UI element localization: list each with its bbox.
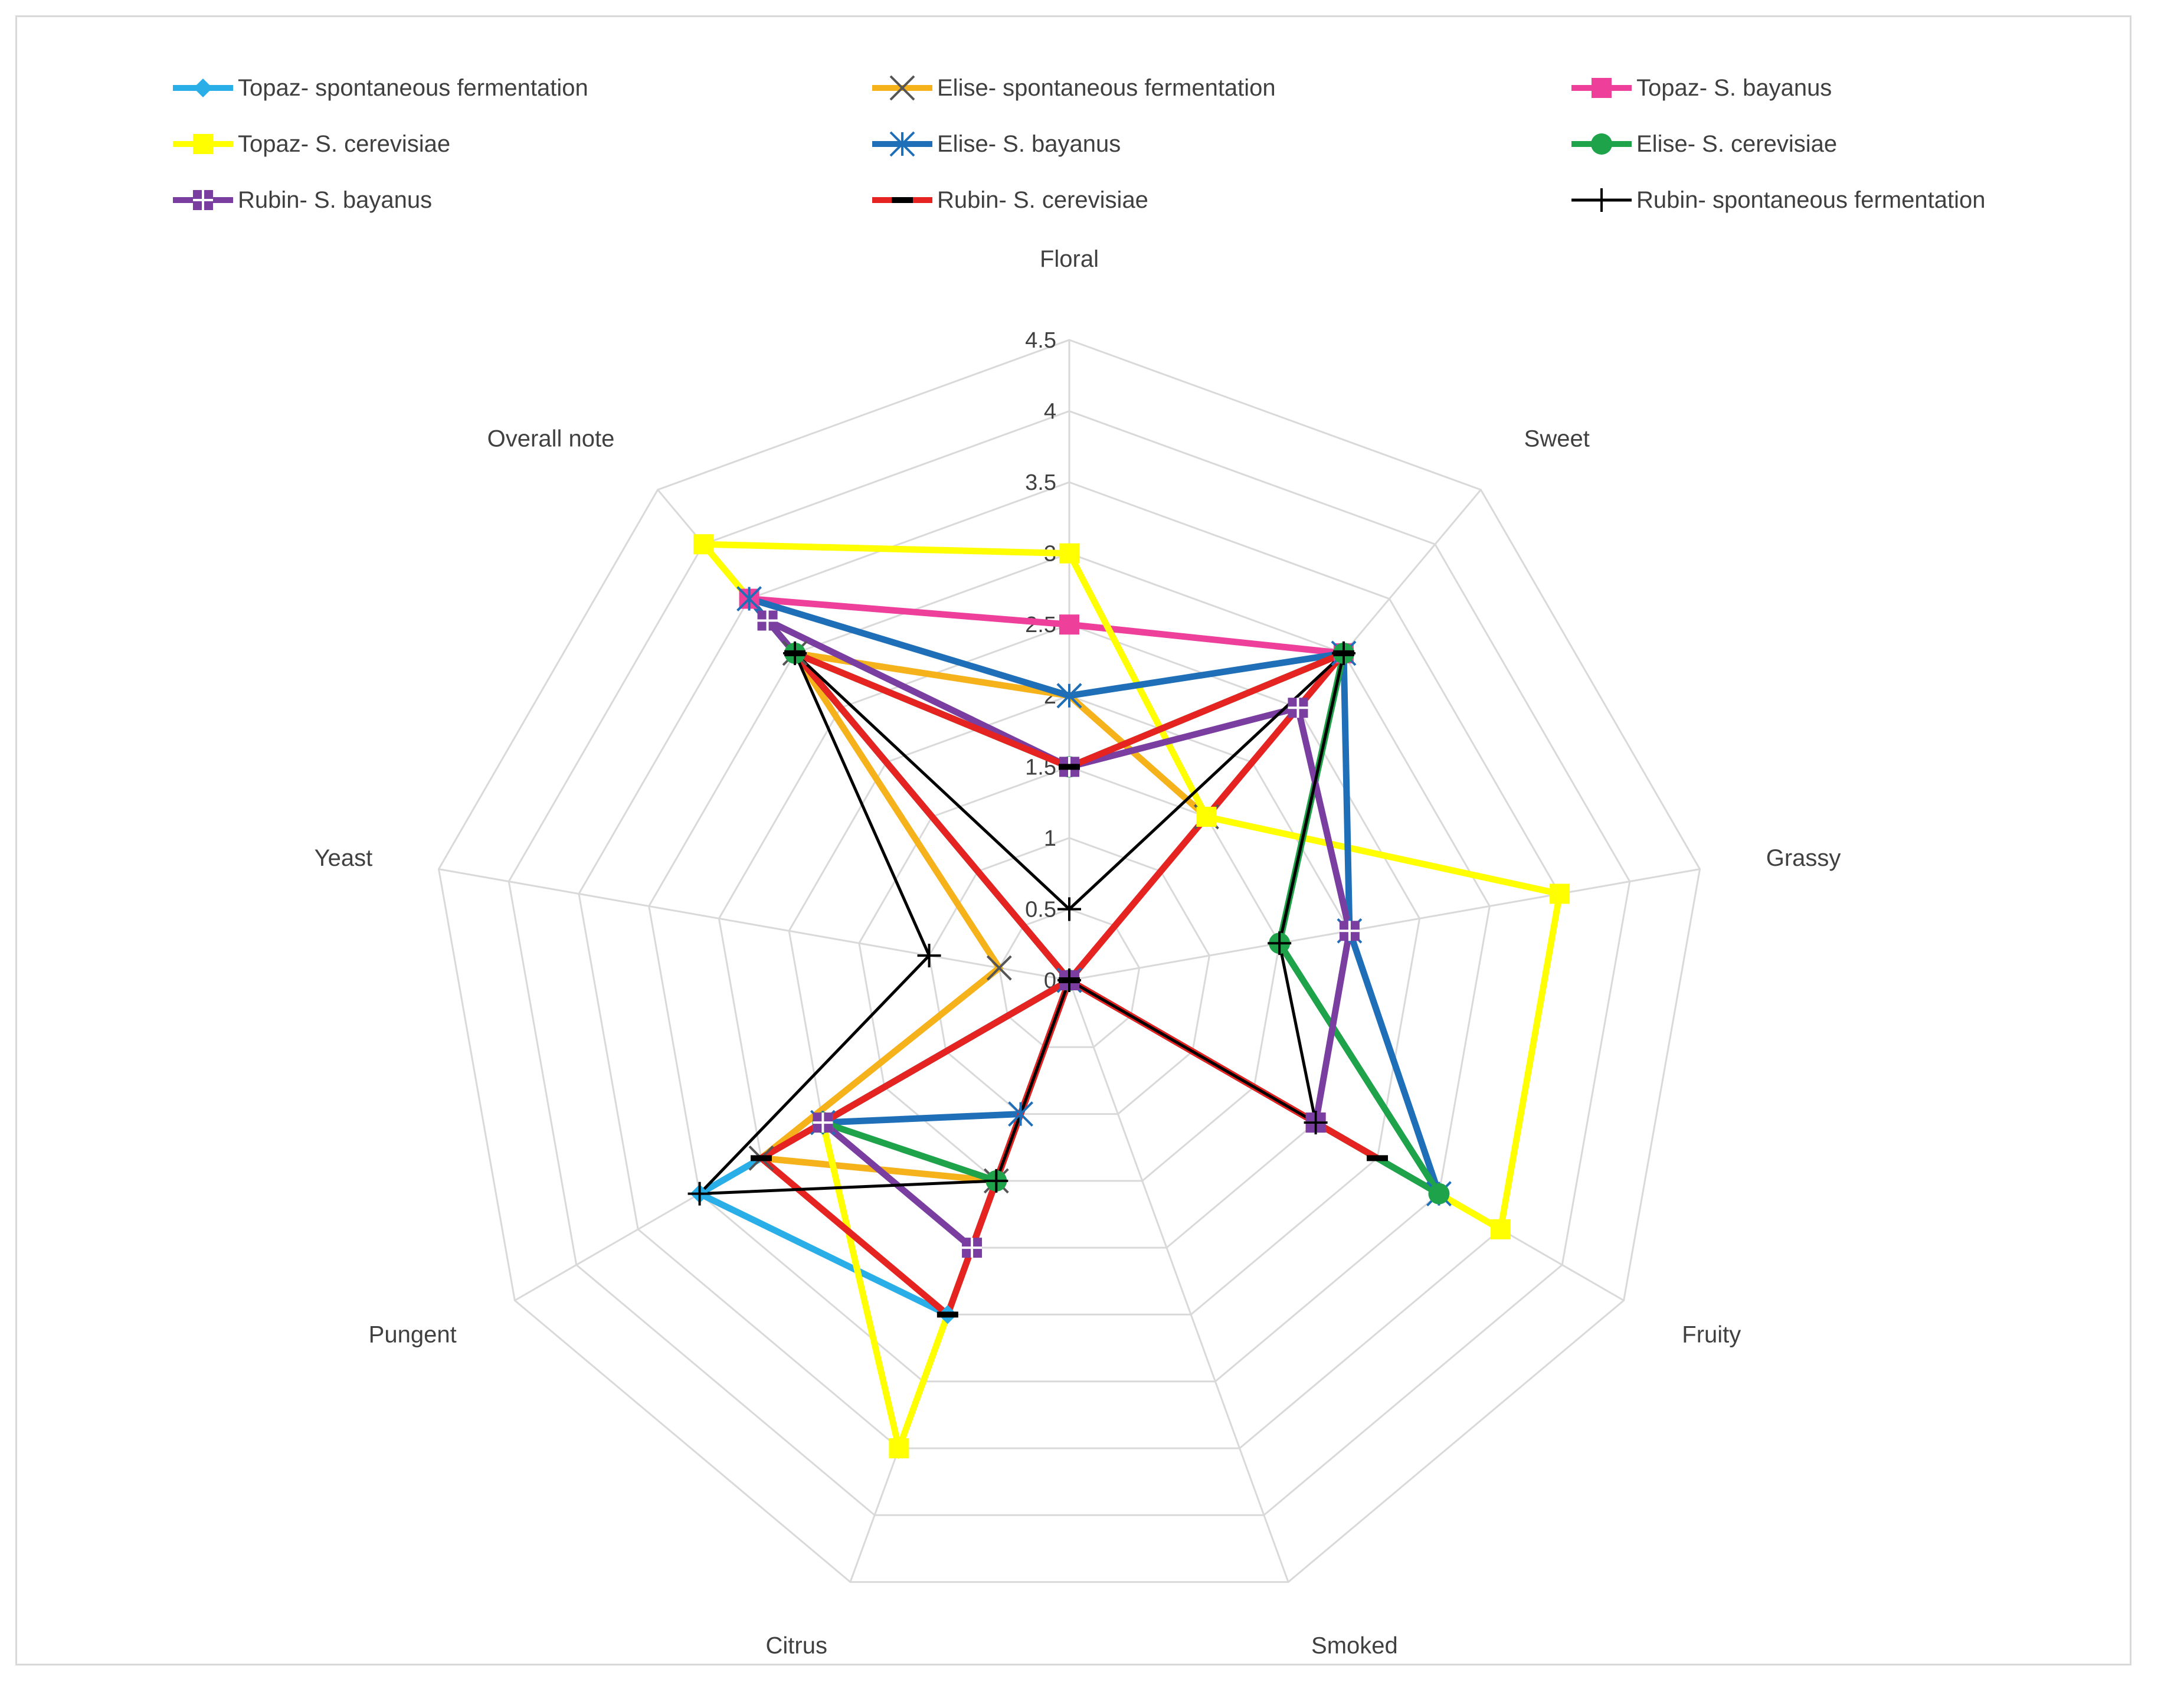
legend-marker	[193, 134, 213, 154]
grid-ring	[998, 908, 1141, 1048]
legend-marker	[193, 190, 213, 210]
data-point	[1490, 1219, 1511, 1239]
legend-marker	[889, 131, 915, 157]
legend-swatch	[872, 197, 932, 203]
data-point	[693, 534, 714, 555]
axis-label-grassy: Grassy	[1766, 845, 1841, 871]
legend-item: Rubin- S. cerevisiae	[870, 182, 1148, 218]
grid-ring	[928, 837, 1211, 1115]
data-point	[1057, 968, 1081, 992]
tick-label: 3.5	[1025, 470, 1056, 495]
tick-label: 0.5	[1025, 897, 1056, 922]
series-line-8	[696, 649, 1347, 1196]
axis-label-yeast: Yeast	[315, 845, 373, 871]
axis-label-fruity: Fruity	[1682, 1321, 1741, 1347]
data-point	[1304, 1111, 1328, 1135]
data-point	[1339, 921, 1360, 941]
tick-label: 1	[1044, 826, 1056, 851]
grid-ring	[648, 552, 1491, 1383]
axis-label-citrus: Citrus	[765, 1633, 827, 1659]
legend-marker	[889, 75, 915, 101]
grid-spoke	[1069, 868, 1700, 981]
legend-label: Elise- spontaneous fermentation	[937, 74, 1276, 101]
series-lines	[692, 541, 1564, 1460]
data-point	[813, 1112, 833, 1133]
legend-swatch	[1571, 78, 1632, 98]
legend-marker	[1592, 78, 1612, 98]
data-point	[1056, 683, 1082, 709]
legend-item: Topaz- S. bayanus	[1569, 70, 1832, 106]
data-point	[1550, 883, 1570, 904]
category-axis-labels: Floral Sweet Grassy Fruity Smoked Citrus Punge…	[315, 246, 1841, 1659]
axis-label-smoked: Smoked	[1311, 1633, 1398, 1659]
data-point	[1008, 1101, 1033, 1127]
grid-ring	[437, 339, 1701, 1583]
legend-label: Rubin- S. cerevisiae	[937, 186, 1148, 213]
data-point	[1268, 931, 1292, 955]
chart-frame: 0 0.5 1 1.5 2 2.5 3 3.5 4 4.5 Floral Sweet Grassy Fr…	[15, 15, 2131, 1665]
series-markers	[687, 534, 1570, 1458]
legend-swatch	[173, 134, 233, 154]
data-point	[1059, 543, 1079, 564]
data-point	[1367, 1155, 1389, 1161]
radar-chart: 00.511.522.533.544.5 FloralSweetGrassyFr…	[315, 246, 1841, 1659]
axis-label-sweet: Sweet	[1524, 426, 1590, 452]
legend-label: Topaz- spontaneous fermentation	[238, 74, 588, 101]
data-point	[984, 1169, 1008, 1193]
legend-swatch	[173, 78, 233, 97]
tick-label: 4.5	[1025, 328, 1056, 353]
series-line-3	[696, 541, 1564, 1460]
legend-marker	[892, 197, 913, 203]
legend-label: Topaz- S. cerevisiae	[238, 130, 451, 157]
data-point	[917, 944, 941, 968]
legend-label: Elise- S. cerevisiae	[1636, 130, 1838, 157]
legend-item: Topaz- S. cerevisiae	[171, 126, 450, 162]
grid-spoke	[1068, 980, 1289, 1583]
legend-label: Topaz- S. bayanus	[1636, 74, 1832, 101]
data-point	[1059, 614, 1079, 635]
tick-label: 4	[1044, 400, 1056, 424]
axis-label-floral: Floral	[1040, 246, 1099, 272]
data-point	[1288, 698, 1308, 718]
grid-ring	[718, 623, 1421, 1316]
data-point	[1057, 897, 1081, 921]
data-point	[889, 1438, 909, 1458]
data-point	[783, 641, 807, 665]
legend-swatch	[872, 75, 932, 101]
legend-item: Rubin- S. bayanus	[171, 182, 432, 218]
radar-grid	[437, 339, 1701, 1583]
legend-label: Elise- S. bayanus	[937, 130, 1121, 157]
data-point	[1428, 1183, 1450, 1205]
legend-item: Topaz- spontaneous fermentation	[171, 70, 588, 106]
data-point	[962, 1238, 983, 1258]
data-point	[687, 1182, 712, 1206]
legend-item: Elise- S. bayanus	[870, 126, 1121, 162]
legend-swatch	[872, 131, 932, 157]
data-point	[1059, 764, 1080, 770]
legend-marker	[194, 78, 212, 97]
grid-ring	[507, 410, 1631, 1516]
series-line-6	[765, 617, 1353, 1254]
legend-label: Rubin- spontaneous fermentation	[1636, 186, 1986, 213]
data-point	[757, 610, 778, 631]
legend-item: Elise- S. cerevisiae	[1569, 126, 1837, 162]
legend-item: Rubin- spontaneous fermentation	[1569, 182, 1985, 218]
data-point	[986, 955, 1012, 981]
data-point	[736, 586, 762, 611]
axis-label-overall-note: Overall note	[487, 426, 615, 452]
data-point	[1196, 806, 1217, 827]
legend-marker	[1590, 188, 1613, 212]
grid-spoke	[438, 868, 1070, 981]
grid-ring	[578, 481, 1561, 1449]
axis-label-pungent: Pungent	[369, 1321, 457, 1347]
data-point	[937, 1311, 958, 1318]
legend-swatch	[1571, 188, 1632, 212]
data-point	[1331, 641, 1355, 665]
legend-label: Rubin- S. bayanus	[238, 186, 433, 213]
legend-item: Elise- spontaneous fermentation	[870, 70, 1276, 106]
legend-marker	[1591, 133, 1612, 155]
data-point	[750, 1155, 772, 1161]
legend-swatch	[1571, 133, 1632, 155]
legend-swatch	[173, 190, 233, 210]
